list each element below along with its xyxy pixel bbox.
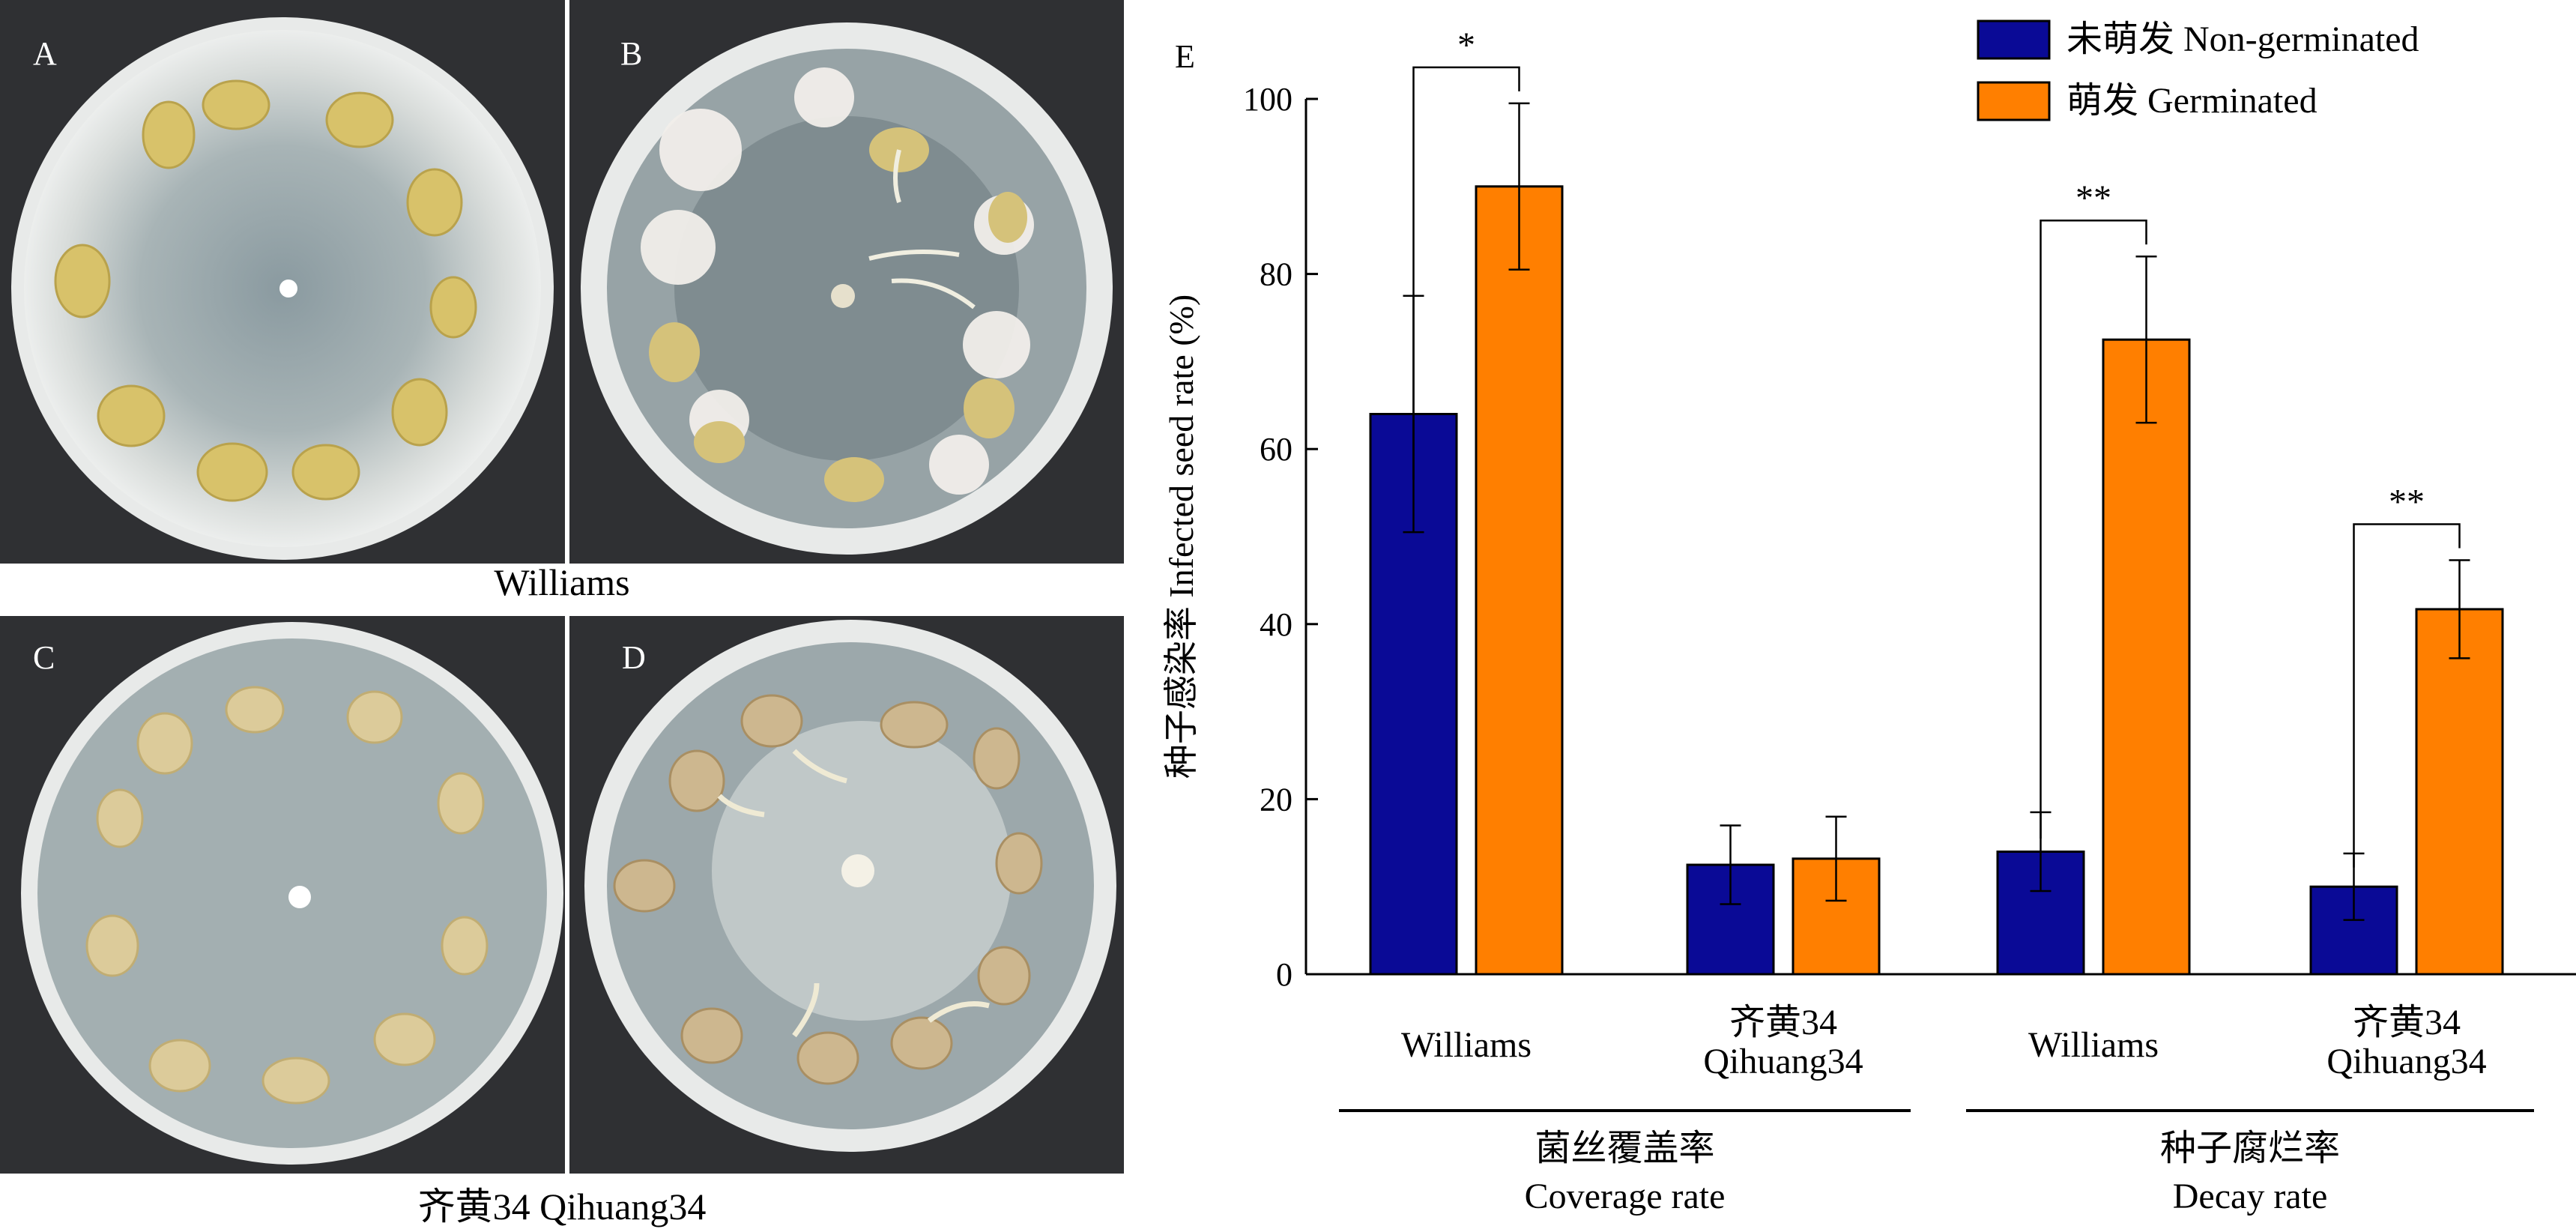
petri-dish-image	[11, 17, 554, 560]
bar	[2415, 608, 2504, 976]
significance-label: **	[2389, 483, 2425, 522]
y-tick-label: 80	[1260, 256, 1292, 293]
y-tick-label: 40	[1260, 606, 1292, 643]
panel-label-d: D	[622, 639, 646, 676]
significance-label: *	[1457, 25, 1475, 65]
category-label: Qihuang34	[1703, 1042, 1863, 1081]
petri-dish-image	[581, 22, 1113, 555]
petri-dish-image	[21, 622, 563, 1165]
panel-label-c: C	[33, 639, 55, 676]
photo-panel-c	[0, 616, 565, 1174]
panel-label-a: A	[33, 35, 57, 72]
bar	[2102, 338, 2191, 976]
group-labels: 菌丝覆盖率 Coverage rate 种子腐烂率 Decay rate	[1339, 1109, 2534, 1216]
category-label: Qihuang34	[2326, 1042, 2486, 1081]
y-tick-label: 100	[1243, 81, 1292, 118]
panel-label-e: E	[1175, 38, 1195, 75]
category-label: Williams	[1401, 1025, 1532, 1065]
y-tick-label: 60	[1260, 431, 1292, 468]
petri-dish-image	[584, 620, 1116, 1152]
row2-caption: 齐黄34 Qihuang34	[417, 1186, 707, 1228]
row1-caption: Williams	[494, 561, 630, 603]
panel-label-b: B	[620, 35, 643, 72]
legend-swatch	[1977, 19, 2051, 60]
significance-bracket	[2353, 523, 2461, 868]
group-label: 种子腐烂率	[2160, 1129, 2340, 1168]
group-label: Decay rate	[2173, 1177, 2328, 1216]
y-axis: 0 20 40 60 80 100	[1243, 81, 1318, 993]
category-label: 齐黄34	[2353, 1003, 2461, 1042]
legend-label: 萌发 Germinated	[2066, 81, 2318, 121]
category-label: 齐黄34	[1729, 1003, 1837, 1042]
legend: 未萌发 Non-germinated 萌发 Germinated	[1977, 19, 2419, 121]
legend-label: 未萌发 Non-germinated	[2066, 19, 2419, 59]
group-label: 菌丝覆盖率	[1535, 1129, 1714, 1168]
significance-bracket	[2040, 219, 2147, 839]
y-tick-label: 0	[1276, 956, 1292, 993]
significance-bracket	[1412, 66, 1520, 480]
y-axis-label: 种子感染率 Infected seed rate (%)	[1162, 295, 1200, 779]
category-label: Williams	[2028, 1025, 2159, 1065]
group-label: Coverage rate	[1525, 1177, 1726, 1216]
y-tick-label: 20	[1260, 781, 1292, 818]
legend-swatch	[1977, 81, 2051, 121]
bar	[1475, 185, 1564, 976]
significance-label: **	[2075, 178, 2111, 218]
significance-brackets: *****	[1412, 25, 2461, 868]
bars	[1369, 102, 2504, 976]
photo-panel-d	[569, 616, 1124, 1174]
photo-panel-a	[0, 0, 565, 564]
photo-panel-b	[569, 0, 1124, 564]
